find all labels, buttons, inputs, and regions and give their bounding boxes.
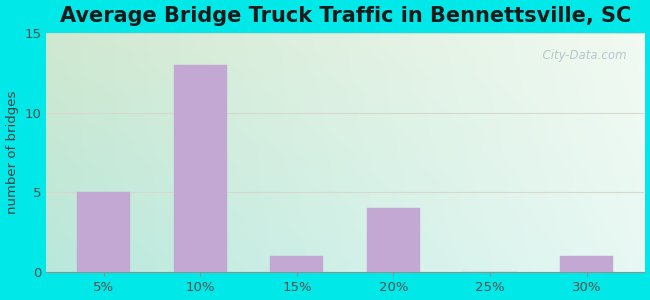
Bar (270, 256, 324, 272)
Bar (560, 256, 613, 272)
Bar (174, 64, 227, 272)
Y-axis label: number of bridges: number of bridges (6, 91, 19, 214)
Bar (77, 193, 131, 272)
Title: Average Bridge Truck Traffic in Bennettsville, SC: Average Bridge Truck Traffic in Bennetts… (60, 6, 631, 26)
Text: City-Data.com: City-Data.com (535, 50, 627, 62)
Bar (367, 208, 420, 272)
